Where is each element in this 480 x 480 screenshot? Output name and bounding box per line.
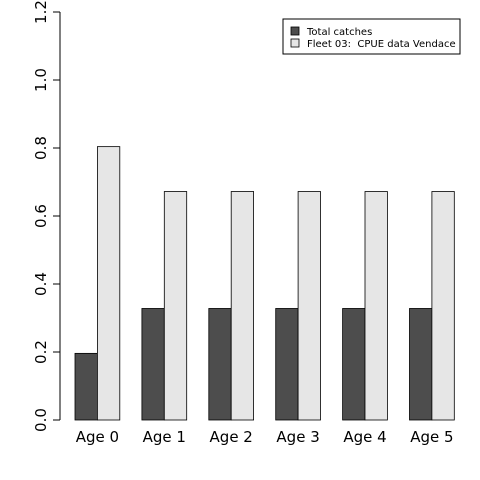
legend-label: Total catches <box>306 27 372 38</box>
bar-fleet-03-4 <box>364 191 388 421</box>
bar-total-catches-5 <box>409 308 433 421</box>
bar-fleet-03-3 <box>297 191 321 421</box>
y-tick-label: 0.0 <box>32 408 50 432</box>
bar-total-catches-3 <box>275 308 299 421</box>
y-tick-label: 0.4 <box>32 272 50 296</box>
y-tick-label: 0.8 <box>32 136 50 160</box>
legend-label: Fleet 03: CPUE data Vendace <box>307 39 456 50</box>
bar-total-catches-2 <box>208 308 232 421</box>
bar-fleet-03-5 <box>431 191 455 421</box>
x-axis-labels: Age 0 Age 1 Age 2 Age 3 Age 4 Age 5 <box>76 428 454 446</box>
bar-fleet-03-1 <box>163 191 188 421</box>
y-tick-label: 0.6 <box>32 204 50 228</box>
x-tick-label: Age 5 <box>410 428 453 446</box>
x-tick-label: Age 4 <box>343 428 386 446</box>
legend-swatch <box>290 38 300 48</box>
y-tick-label: 1.2 <box>32 0 50 24</box>
bar-fleet-03-2 <box>230 191 254 421</box>
x-tick-label: Age 1 <box>143 428 186 446</box>
legend-swatch <box>290 26 300 36</box>
bar-total-catches-0 <box>74 352 98 421</box>
bars <box>74 146 455 421</box>
y-tick-label: 0.2 <box>32 340 50 364</box>
y-axis: 0.0 0.2 0.4 0.6 0.8 1.0 1.2 <box>32 0 61 432</box>
bar-total-catches-1 <box>141 308 165 421</box>
x-tick-label: Age 0 <box>76 428 119 446</box>
bar-total-catches-4 <box>342 308 366 421</box>
legend-box <box>282 18 461 55</box>
x-tick-label: Age 2 <box>210 428 253 446</box>
y-tick-label: 1.0 <box>32 68 50 92</box>
bar-fleet-03-0 <box>97 146 121 421</box>
x-tick-label: Age 3 <box>276 428 319 446</box>
